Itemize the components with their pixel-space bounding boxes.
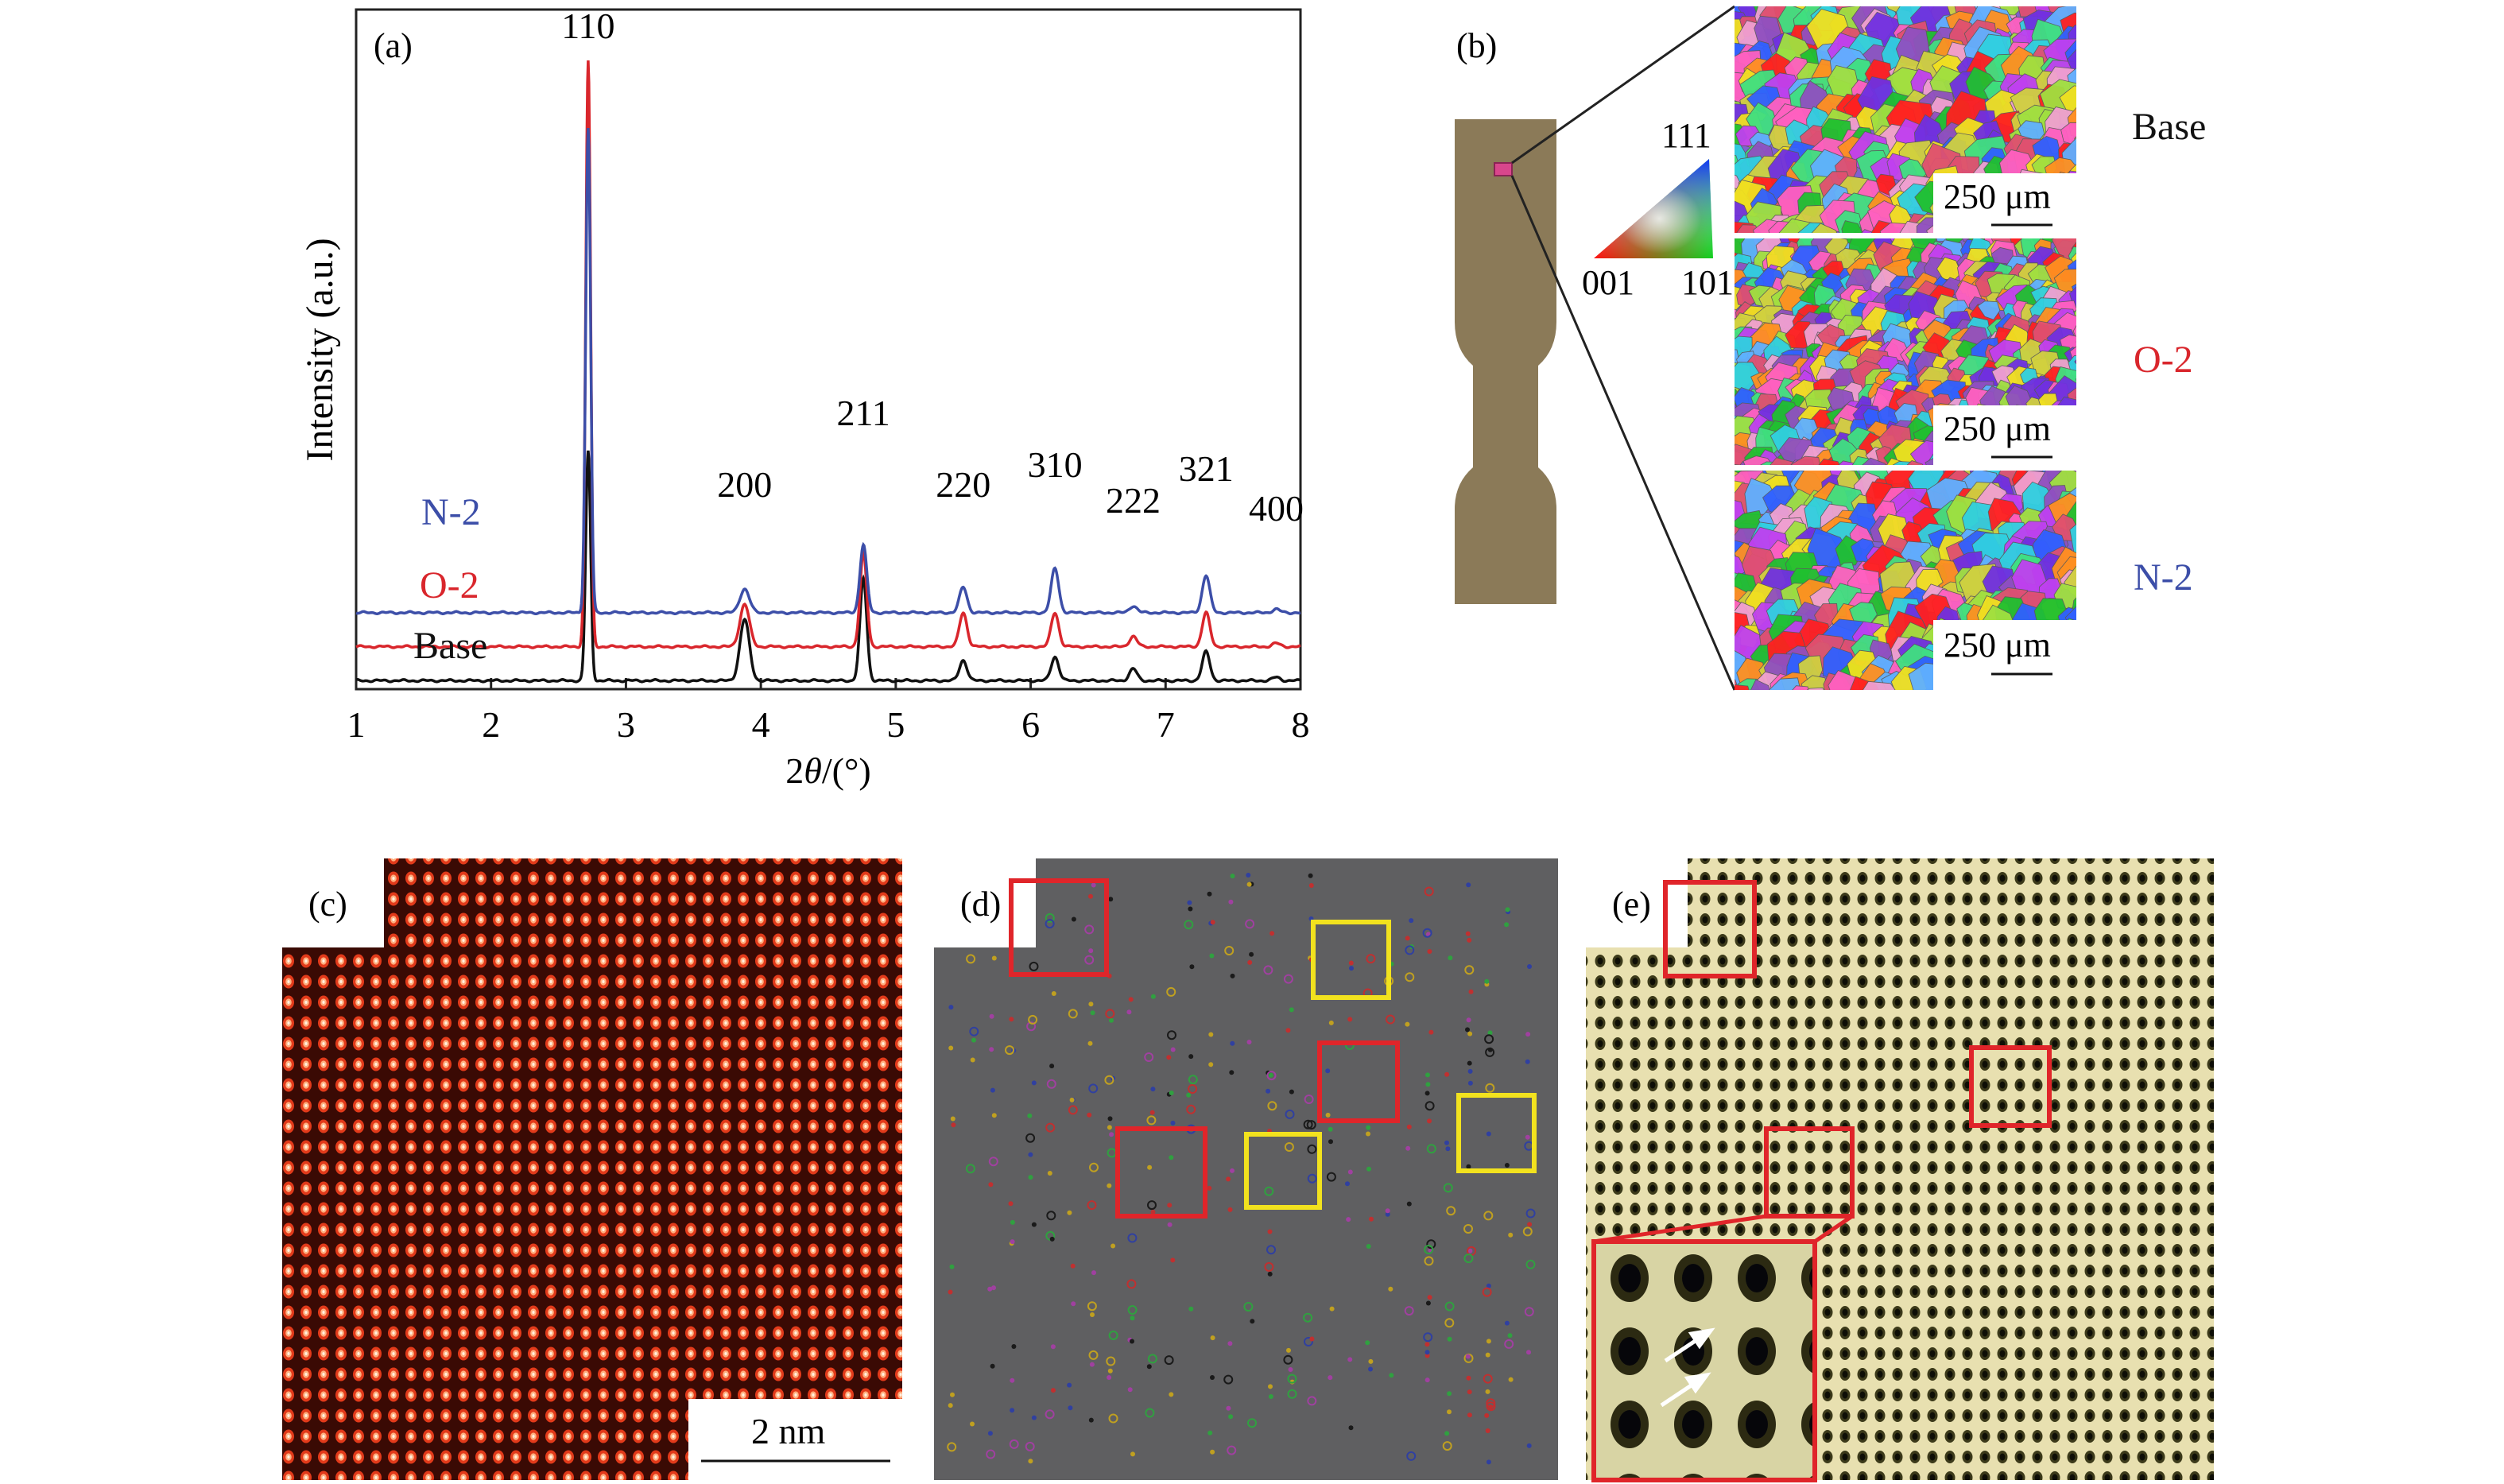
peak-label-200: 200 [717,464,772,505]
series-line-o2 [355,60,1301,649]
series-line-n2 [355,128,1301,616]
haadf-lattice-image [282,858,902,1480]
x-tick-label: 2 [482,704,500,745]
haadf-image-panel: (c) 2 nm [282,858,902,1480]
ipf-label-101: 101 [1681,263,1734,302]
inset-zoom-image [1594,1242,1815,1480]
x-tick-label: 4 [752,704,770,745]
xrd-curves [355,60,1301,684]
peak-labels: 110 200 211 220 310 222 321 400 [561,6,1304,529]
tensile-specimen [1455,119,1556,604]
x-tick-label: 3 [617,704,635,745]
panel-label-c: (c) [308,885,347,924]
filtered-lattice-panel: (e) [1586,858,2214,1482]
map-label-n2: N-2 [2134,556,2193,599]
scale-bar-box-c [688,1399,902,1480]
map-label-base: Base [2132,106,2206,148]
x-axis-ticks: 1 2 3 4 5 6 7 8 [347,678,1310,745]
inset-connector-left [1593,1214,1767,1244]
svg-text:250 μm: 250 μm [1944,177,2051,216]
peak-label-220: 220 [936,464,990,505]
panel-label-a: (a) [374,26,413,65]
highlight-boxes-e [1663,880,2052,1219]
series-label-o2: O-2 [420,564,479,606]
svg-text:250 μm: 250 μm [1944,409,2051,448]
peak-label-400: 400 [1249,488,1304,529]
zoom-line-top [1511,5,1735,165]
ipf-label-001: 001 [1582,263,1634,302]
peak-label-222: 222 [1106,480,1161,521]
x-tick-label: 6 [1021,704,1040,745]
atom-dots [946,873,1536,1465]
panel-label-d: (d) [960,885,1001,924]
highlight-boxes-d [1009,878,1537,1219]
series-label-base: Base [413,625,487,667]
x-tick-label: 5 [886,704,905,745]
svg-text:250 μm: 250 μm [1944,626,2051,665]
panel-label-e: (e) [1612,885,1651,924]
scale-bar-n2: 250 μm [1933,620,2076,690]
ebsd-map-base [1735,6,2076,233]
atom-map-panel: (d) [934,858,1558,1480]
series-label-n2: N-2 [421,491,481,533]
x-axis-label: 2θ/(°) [785,750,870,791]
ebsd-panel: (b) 111 001 101 250 μm 250 μ [1455,5,2206,691]
zoom-line-bottom [1510,175,1736,691]
scale-bar-text-c: 2 nm [751,1411,826,1451]
scale-bar-base: 250 μm [1933,173,2076,233]
peak-label-110: 110 [561,6,614,46]
ipf-color-key [1594,159,1713,258]
peak-label-321: 321 [1179,448,1234,489]
label-box-c [282,858,384,947]
peak-label-310: 310 [1028,444,1083,485]
scale-bar-o2: 250 μm [1933,405,2076,465]
label-box-e [1586,858,1688,947]
specimen-region-marker [1494,162,1513,176]
label-box-d [934,858,1036,947]
plot-frame [355,8,1302,691]
peak-label-211: 211 [836,393,890,433]
panel-label-b: (b) [1456,26,1497,65]
xrd-chart: (a) Intensity (a.u.) 1 2 3 4 5 6 7 8 2θ/(°) 110… [299,6,1310,791]
inset-zoom-frame [1591,1239,1817,1482]
inset-connector-right [1813,1214,1854,1244]
map-label-o2: O-2 [2134,339,2193,381]
ipf-label-111: 111 [1661,116,1711,155]
x-tick-label: 8 [1292,704,1310,745]
series-line-base [355,450,1301,684]
y-axis-label: Intensity (a.u.) [299,238,341,461]
x-tick-label: 1 [347,704,366,745]
arrow-icon [1660,1327,1715,1408]
x-tick-label: 7 [1157,704,1175,745]
